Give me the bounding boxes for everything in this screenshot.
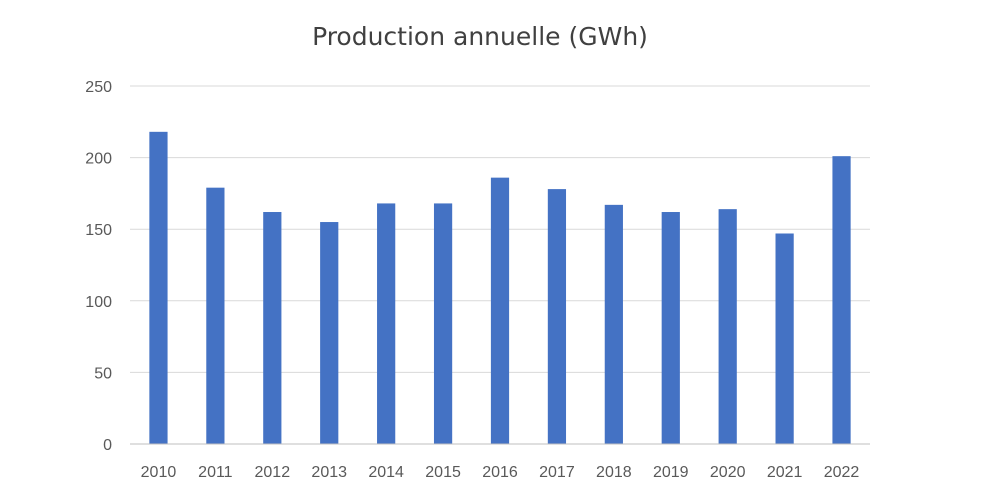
x-tick-label: 2019 [653, 464, 689, 481]
bar-2010 [149, 131, 168, 444]
x-tick-label: 2020 [710, 464, 746, 481]
bar-2019 [661, 212, 680, 444]
y-tick-label: 100 [85, 294, 112, 311]
bars [149, 131, 851, 444]
y-tick-label: 200 [85, 151, 112, 168]
x-tick-label: 2013 [311, 464, 347, 481]
bar-2021 [775, 233, 794, 444]
x-tick-label: 2018 [596, 464, 632, 481]
y-tick-label: 150 [85, 222, 112, 239]
x-tick-label: 2012 [255, 464, 291, 481]
x-axis-tick-labels: 2010 2011 2012 2013 2014 2015 2016 2017 2018 2019… [141, 464, 860, 481]
bar-2011 [206, 187, 225, 444]
bar-2017 [547, 189, 567, 444]
x-tick-label: 2016 [482, 464, 518, 481]
x-tick-label: 2015 [425, 464, 461, 481]
bar-2022 [832, 156, 851, 444]
x-tick-label: 2014 [368, 464, 404, 481]
x-tick-label: 2022 [824, 464, 860, 481]
y-tick-label: 250 [85, 79, 112, 96]
y-axis-tick-labels: 0 50 100 150 200 250 [85, 79, 112, 454]
y-tick-label: 50 [94, 365, 112, 382]
bar-2020 [718, 209, 737, 444]
bar-2012 [263, 212, 282, 444]
bar-2013 [320, 222, 339, 444]
bar-2018 [604, 204, 623, 444]
bar-2014 [377, 203, 396, 444]
bar-2016 [490, 177, 510, 444]
chart-title: Production annuelle (GWh) [312, 22, 648, 51]
bar-2015 [433, 203, 453, 444]
x-tick-label: 2011 [198, 464, 233, 481]
x-tick-label: 2021 [767, 464, 803, 481]
x-tick-label: 2010 [141, 464, 177, 481]
x-tick-label: 2017 [539, 464, 575, 481]
y-tick-label: 0 [103, 437, 112, 454]
